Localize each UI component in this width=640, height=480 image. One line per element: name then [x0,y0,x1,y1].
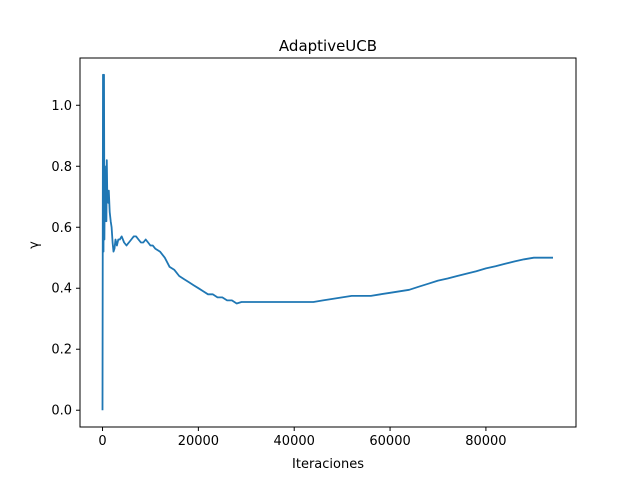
plot-area [101,73,553,411]
x-tick-label: 60000 [369,434,410,449]
y-tick-label: 1.0 [51,99,72,114]
y-tick-label: 0.2 [51,343,72,358]
series-line [101,73,553,411]
plot-frame [79,57,577,428]
y-tick-label: 0.6 [51,221,72,236]
y-axis: 0.0 0.2 0.4 0.6 0.8 1.0 [51,99,80,419]
x-axis-label: Iteraciones [292,457,364,472]
x-tick-label: 0 [98,434,106,449]
x-tick-label: 80000 [465,434,506,449]
x-tick-label: 20000 [178,434,219,449]
y-tick-label: 0.0 [51,404,72,419]
chart-title: AdaptiveUCB [279,37,377,55]
y-tick-label: 0.4 [51,282,72,297]
x-axis: 0 20000 40000 60000 80000 [98,427,507,449]
y-tick-label: 0.8 [51,160,72,175]
y-axis-label: γ [27,241,42,249]
x-tick-label: 40000 [274,434,315,449]
